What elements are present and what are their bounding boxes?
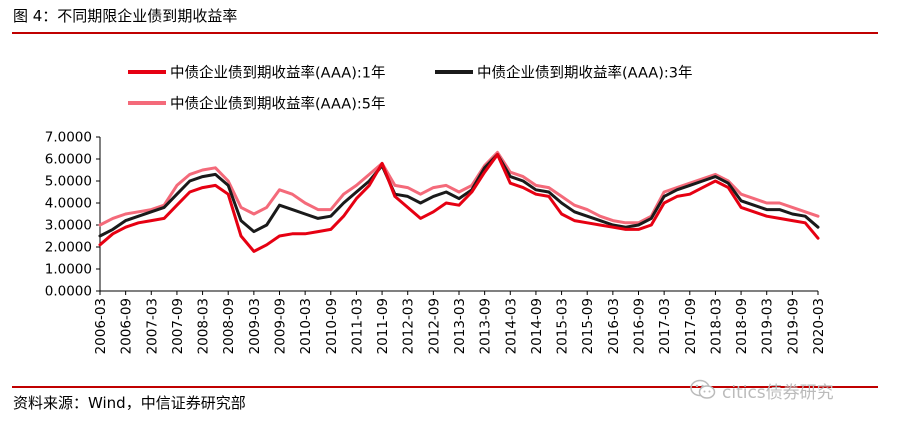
x-tick-label: 2009-09 (273, 298, 289, 354)
x-tick-label: 2010-09 (324, 298, 340, 354)
x-tick-label: 2012-03 (401, 298, 417, 354)
x-tick-label: 2011-09 (375, 298, 391, 354)
chart-legend: 中债企业债到期收益率(AAA):1年 中债企业债到期收益率(AAA):3年中债企业… (128, 64, 693, 113)
x-tick-label: 2008-03 (196, 298, 212, 354)
x-tick-label: 2019-03 (760, 298, 776, 354)
x-tick-label: 2011-03 (349, 298, 365, 354)
series-line-3 (98, 150, 820, 227)
x-tick-label: 2019-09 (785, 298, 801, 354)
legend-label-2: 中债企业债到期收益率(AAA):3年 (477, 64, 693, 82)
x-tick-label: 2017-03 (657, 298, 673, 354)
x-tick-label: 2020-03 (811, 298, 827, 354)
y-tick-label: 0.0000 (45, 284, 92, 300)
y-tick-label: 2.0000 (45, 240, 92, 256)
x-tick-label: 2006-03 (93, 298, 109, 354)
x-tick-label: 2017-09 (683, 298, 699, 354)
x-tick-label: 2015-03 (555, 298, 571, 354)
watermark: citics债券研究 (690, 377, 834, 403)
x-tick-label: 2009-03 (247, 298, 263, 354)
x-tick-label: 2014-03 (503, 298, 519, 354)
line-chart: 中债企业债到期收益率(AAA):1年 中债企业债到期收益率(AAA):3年中债企业… (45, 64, 827, 355)
x-tick-label: 2006-09 (119, 298, 135, 354)
source-rule (12, 386, 878, 388)
x-tick-label: 2012-09 (426, 298, 442, 354)
chart-series (98, 150, 820, 253)
title-rule (12, 32, 878, 34)
figure-title: 图 4：不同期限企业债到期收益率 (13, 7, 238, 25)
series-line-1 (98, 153, 820, 253)
x-tick-label: 2018-03 (708, 298, 724, 354)
x-tick-label: 2016-09 (632, 298, 648, 354)
y-tick-label: 1.0000 (45, 262, 92, 278)
wechat-icon (690, 379, 716, 399)
x-tick-label: 2013-03 (452, 298, 468, 354)
x-tick-label: 2007-03 (144, 298, 160, 354)
y-tick-label: 7.0000 (45, 130, 92, 146)
y-tick-label: 3.0000 (45, 218, 92, 234)
legend-label-1: 中债企业债到期收益率(AAA):1年 (170, 64, 386, 82)
x-tick-label: 2015-09 (580, 298, 596, 354)
x-tick-label: 2008-09 (221, 298, 237, 354)
x-tick-label: 2016-03 (606, 298, 622, 354)
x-tick-label: 2013-09 (478, 298, 494, 354)
legend-label-3: 中债企业债到期收益率(AAA):5年 (170, 95, 386, 113)
y-tick-label: 4.0000 (45, 196, 92, 212)
x-tick-label: 2014-09 (529, 298, 545, 354)
x-tick-label: 2018-09 (734, 298, 750, 354)
y-tick-label: 5.0000 (45, 174, 92, 190)
series-line-2 (98, 153, 820, 238)
x-tick-label: 2007-09 (170, 298, 186, 354)
source-note: 资料来源：Wind，中信证券研究部 (13, 394, 246, 412)
x-tick-label: 2010-03 (298, 298, 314, 354)
watermark-text: citics债券研究 (722, 382, 834, 403)
chart-axes: 0.0000 1.0000 2.0000 3.0000 4.0000 5.0000 6.00… (45, 130, 827, 355)
y-tick-label: 6.0000 (45, 152, 92, 168)
